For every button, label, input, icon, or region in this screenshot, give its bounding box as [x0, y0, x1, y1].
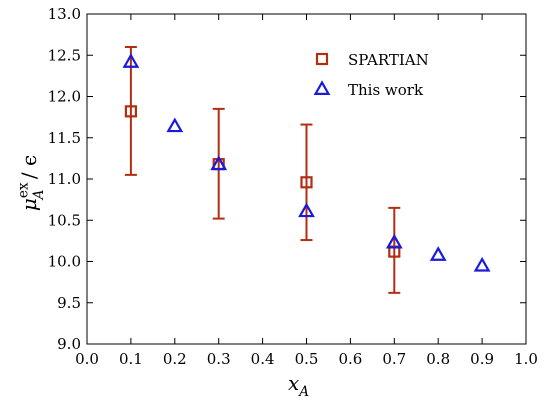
y-tick-label: 10.5: [48, 211, 81, 229]
data-point-triangle: [122, 53, 140, 68]
x-axis-label: xA: [288, 371, 309, 400]
x-tick-label: 0.9: [470, 350, 494, 368]
y-tick-label: 12.5: [48, 46, 81, 64]
x-tick-label: 0.6: [338, 350, 362, 368]
data-point-square: [300, 176, 313, 189]
x-tick-label: 0.3: [207, 350, 231, 368]
x-tick-label: 0.0: [75, 350, 99, 368]
x-tick-label: 0.5: [295, 350, 319, 368]
axes: 0.0 0.1 0.2 0.3 0.4 0.5 0.6 0.7 0.8 0.9 1.0 9.0 9.5 1…: [48, 5, 538, 368]
data-point-triangle: [166, 117, 184, 133]
series-spartian: [124, 46, 401, 294]
y-axis-label: μexA / ϵ: [16, 155, 48, 211]
data-point-triangle: [210, 155, 228, 171]
y-tick-label: 11.5: [48, 129, 81, 147]
data-point-triangle: [385, 233, 403, 249]
legend-marker-square: [315, 52, 329, 66]
y-tick-label: 9.5: [57, 294, 81, 312]
y-tick-label: 13.0: [48, 5, 81, 23]
x-tick-label: 0.8: [426, 350, 450, 368]
data-point-square: [124, 105, 138, 118]
legend-label: This work: [348, 81, 424, 99]
x-tick-label: 0.1: [119, 350, 143, 368]
x-tick-label: 0.7: [382, 350, 406, 368]
data-point-triangle: [298, 202, 315, 218]
y-tick-label: 12.0: [48, 88, 81, 106]
legend-marker-triangle: [313, 80, 331, 95]
data-point-triangle: [429, 246, 447, 261]
y-tick-label: 9.0: [57, 335, 81, 353]
plot-area: [122, 46, 491, 294]
x-tick-label: 1.0: [514, 350, 538, 368]
series-this-work: [122, 53, 491, 272]
y-tick-label: 11.0: [48, 170, 81, 188]
data-point-triangle: [473, 256, 491, 272]
x-tick-label: 0.2: [163, 350, 187, 368]
x-tick-label: 0.4: [251, 350, 275, 368]
legend: SPARTIAN This work: [313, 51, 429, 99]
legend-label: SPARTIAN: [348, 51, 429, 69]
y-tick-label: 10.0: [48, 253, 81, 271]
